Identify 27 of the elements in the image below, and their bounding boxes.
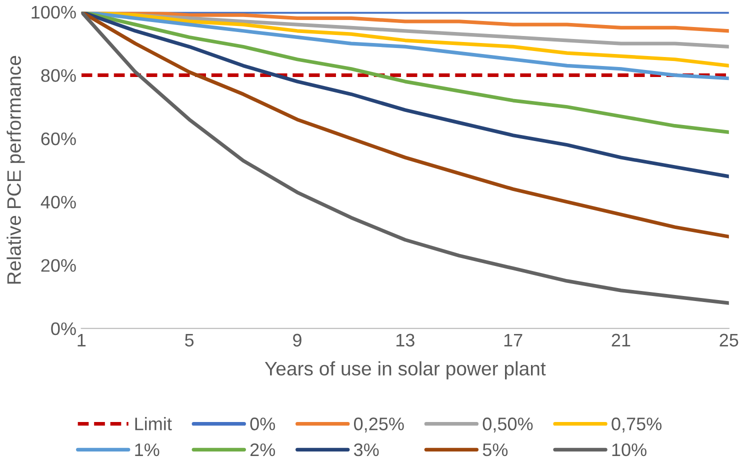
legend-label: 0% [250,418,276,430]
y-tick-label: 0% [51,322,76,336]
line-series [81,12,729,238]
x-tick-label: 17 [504,334,522,346]
y-tick-label: 40% [40,196,76,209]
legend-label: 0,75% [612,418,662,432]
legend-label: Limit [135,417,172,430]
x-tick-label: 1 [78,334,86,346]
y-tick-label: 60% [41,132,76,146]
x-tick-label: 21 [612,334,630,346]
x-tick-label: 13 [396,334,414,347]
x-tick-label: 25 [720,334,738,347]
legend-label: 5% [482,443,508,456]
x-tick-label: 9 [293,334,302,347]
legend-label: 1% [135,443,160,456]
y-tick-label: 20% [41,259,76,272]
legend-label: 3% [354,443,379,456]
y-axis-title: Relative PCE performance [6,56,25,284]
x-tick-label: 5 [185,334,194,347]
y-tick-label: 100% [32,6,76,19]
y-tick-label: 80% [41,69,76,82]
legend-label: 10% [612,443,646,456]
legend-label: 0,25% [354,418,404,432]
legend-label: 0,50% [482,418,533,432]
line-series [81,12,729,305]
legend-label: 2% [250,443,276,456]
x-axis-title: Years of use in solar power plant [264,361,546,380]
